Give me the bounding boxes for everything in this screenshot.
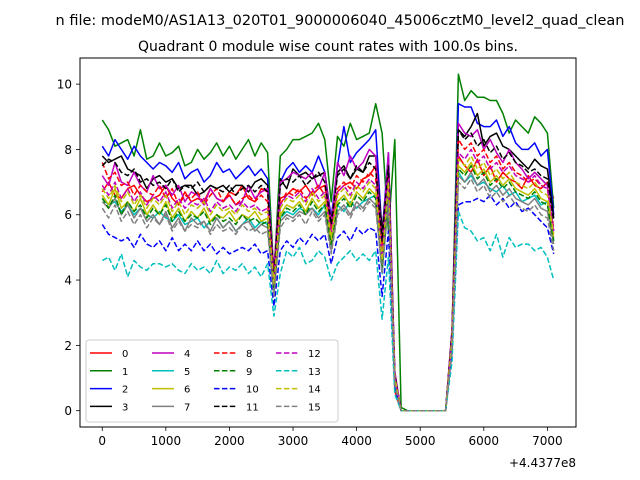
x-tick-label: 3000 — [278, 434, 309, 448]
legend-label-7: 7 — [184, 402, 190, 413]
x-offset-label: +4.4377e8 — [509, 456, 576, 470]
legend-label-3: 3 — [122, 402, 128, 413]
series-line-9 — [101, 165, 555, 412]
x-tick-label: 6000 — [469, 434, 500, 448]
series-line-13 — [101, 210, 555, 412]
y-tick-label: 8 — [64, 143, 72, 157]
x-tick-label: 4000 — [341, 434, 372, 448]
legend-label-15: 15 — [308, 402, 321, 413]
y-tick-label: 4 — [64, 274, 72, 288]
legend-label-4: 4 — [184, 349, 190, 360]
legend-label-5: 5 — [184, 367, 190, 378]
legend-label-13: 13 — [308, 367, 321, 378]
x-tick-label: 0 — [98, 434, 106, 448]
y-tick-label: 10 — [57, 78, 72, 92]
figure-suptitle: n file: modeM0/AS1A13_020T01_9000006040_… — [56, 13, 625, 29]
axes-frame — [79, 57, 577, 428]
legend-label-1: 1 — [122, 367, 128, 378]
series-line-14 — [101, 155, 555, 412]
series-line-11 — [101, 129, 555, 412]
legend-label-8: 8 — [246, 349, 252, 360]
legend-label-11: 11 — [246, 402, 259, 413]
x-tick-label: 7000 — [532, 434, 563, 448]
x-tick-label: 5000 — [405, 434, 436, 448]
y-tick-label: 2 — [64, 339, 72, 353]
legend-label-6: 6 — [184, 385, 190, 396]
y-tick-label: 0 — [64, 404, 72, 418]
legend-label-9: 9 — [246, 367, 252, 378]
legend-label-10: 10 — [246, 385, 259, 396]
legend-label-12: 12 — [308, 349, 321, 360]
chart-title: Quadrant 0 module wise count rates with … — [138, 39, 518, 55]
legend-label-0: 0 — [122, 349, 128, 360]
legend-label-14: 14 — [308, 385, 321, 396]
series-line-1 — [101, 73, 555, 412]
x-tick-label: 1000 — [151, 434, 182, 448]
legend-box — [85, 339, 339, 423]
x-tick-label: 2000 — [214, 434, 245, 448]
series-layer — [101, 73, 555, 412]
y-tick-label: 6 — [64, 208, 72, 222]
series-line-12 — [101, 148, 555, 412]
legend-label-2: 2 — [122, 385, 128, 396]
